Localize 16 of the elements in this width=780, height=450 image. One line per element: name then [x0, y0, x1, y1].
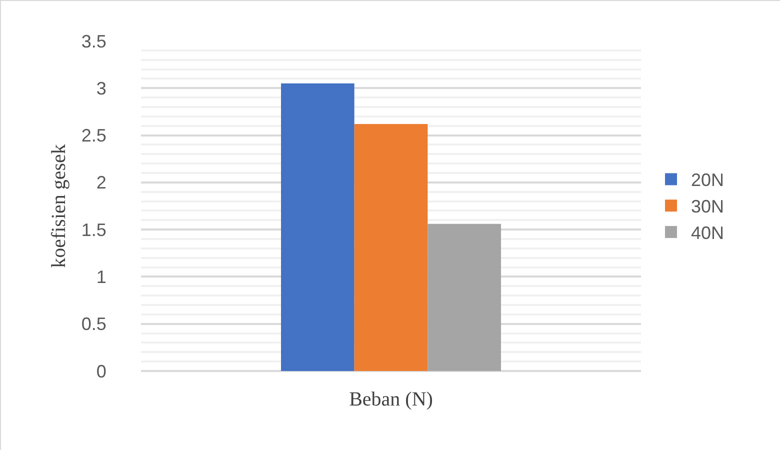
y-tick-label: 3.5	[81, 31, 106, 52]
bar	[354, 124, 428, 371]
y-tick-label: 0.5	[81, 314, 106, 334]
x-axis-title: Beban (N)	[349, 388, 433, 410]
y-tick-label: 1	[96, 267, 106, 288]
bar	[281, 83, 354, 371]
legend-label: 20N	[691, 170, 724, 190]
y-tick-label: 2	[96, 172, 106, 193]
legend-label: 30N	[691, 196, 724, 217]
y-tick-label: 3	[96, 78, 106, 98]
y-tick-label: 2.5	[81, 126, 106, 146]
y-tick-label: 0	[96, 361, 106, 382]
y-axis-title: koefisien gesek	[48, 144, 70, 268]
bar	[428, 224, 501, 371]
y-tick-label: 1.5	[81, 220, 106, 240]
legend-label: 40N	[691, 223, 724, 244]
